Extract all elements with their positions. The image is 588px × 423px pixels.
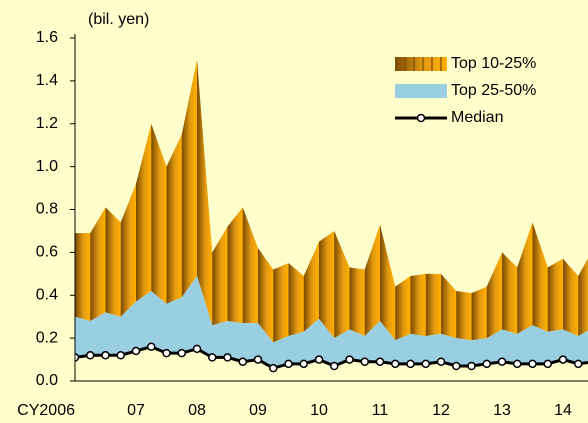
median-marker <box>116 351 125 360</box>
x-tick-label: 13 <box>493 402 511 419</box>
median-marker <box>314 355 324 364</box>
y-tick-label: 0.8 <box>36 201 58 218</box>
median-marker <box>452 361 461 371</box>
median-marker <box>558 355 568 364</box>
x-tick-label: 07 <box>127 402 145 419</box>
legend-marker <box>416 113 426 123</box>
legend-label: Top 25-50% <box>451 82 536 99</box>
median-marker <box>375 357 385 366</box>
median-marker <box>543 359 552 369</box>
y-tick-label: 1.6 <box>36 29 58 46</box>
median-marker <box>421 359 430 369</box>
y-tick-label: 1.0 <box>36 158 58 175</box>
median-marker <box>208 353 217 362</box>
median-marker <box>162 348 171 358</box>
x-tick-label: 11 <box>372 402 389 419</box>
median-marker <box>253 355 263 364</box>
median-marker <box>497 357 507 366</box>
legend-swatch-stripe <box>431 57 433 71</box>
y-tick-label: 0.0 <box>36 372 58 389</box>
median-marker <box>436 357 446 366</box>
median-marker <box>482 359 491 369</box>
x-tick-label: 09 <box>249 402 267 419</box>
median-marker <box>406 359 415 369</box>
median-marker <box>299 359 308 369</box>
y-axis-label: (bil. yen) <box>88 11 149 28</box>
x-tick-label: CY2006 <box>17 402 75 419</box>
band-area <box>75 59 588 343</box>
median-marker <box>360 357 369 366</box>
median-marker <box>238 357 247 366</box>
median-marker <box>147 342 156 351</box>
y-tick-label: 1.4 <box>36 72 58 89</box>
x-tick-label: 08 <box>188 402 206 419</box>
median-marker <box>467 361 476 371</box>
legend-swatch-stripe <box>413 57 415 71</box>
median-marker <box>284 359 293 369</box>
x-tick-label: 10 <box>310 402 328 419</box>
x-tick-label: 14 <box>554 402 572 419</box>
x-tick-label: 12 <box>432 402 450 419</box>
median-marker <box>574 359 583 369</box>
median-marker <box>75 353 80 362</box>
median-marker <box>223 353 232 362</box>
legend-swatch-stripe <box>440 57 442 71</box>
median-marker <box>131 346 141 356</box>
median-marker <box>391 359 400 369</box>
legend-swatch-stripe <box>404 57 406 71</box>
median-marker <box>330 361 339 371</box>
plot-area <box>75 59 588 373</box>
median-marker <box>513 359 522 369</box>
band-area <box>75 275 588 369</box>
median-marker <box>86 351 95 360</box>
y-tick-label: 0.2 <box>36 329 58 346</box>
median-marker <box>177 348 186 358</box>
y-tick-label: 0.4 <box>36 286 58 303</box>
median-marker <box>192 344 202 354</box>
median-marker <box>269 363 278 373</box>
y-tick-label: 0.6 <box>36 244 58 261</box>
y-tick-label: 1.2 <box>36 115 58 132</box>
median-marker <box>101 351 110 360</box>
legend-label: Top 10-25% <box>451 55 536 72</box>
median-marker <box>528 359 537 369</box>
median-marker <box>345 355 354 364</box>
legend-swatch <box>395 84 447 98</box>
legend-swatch <box>395 57 447 71</box>
legend-label: Median <box>451 109 503 126</box>
legend-swatch-stripe <box>422 57 424 71</box>
